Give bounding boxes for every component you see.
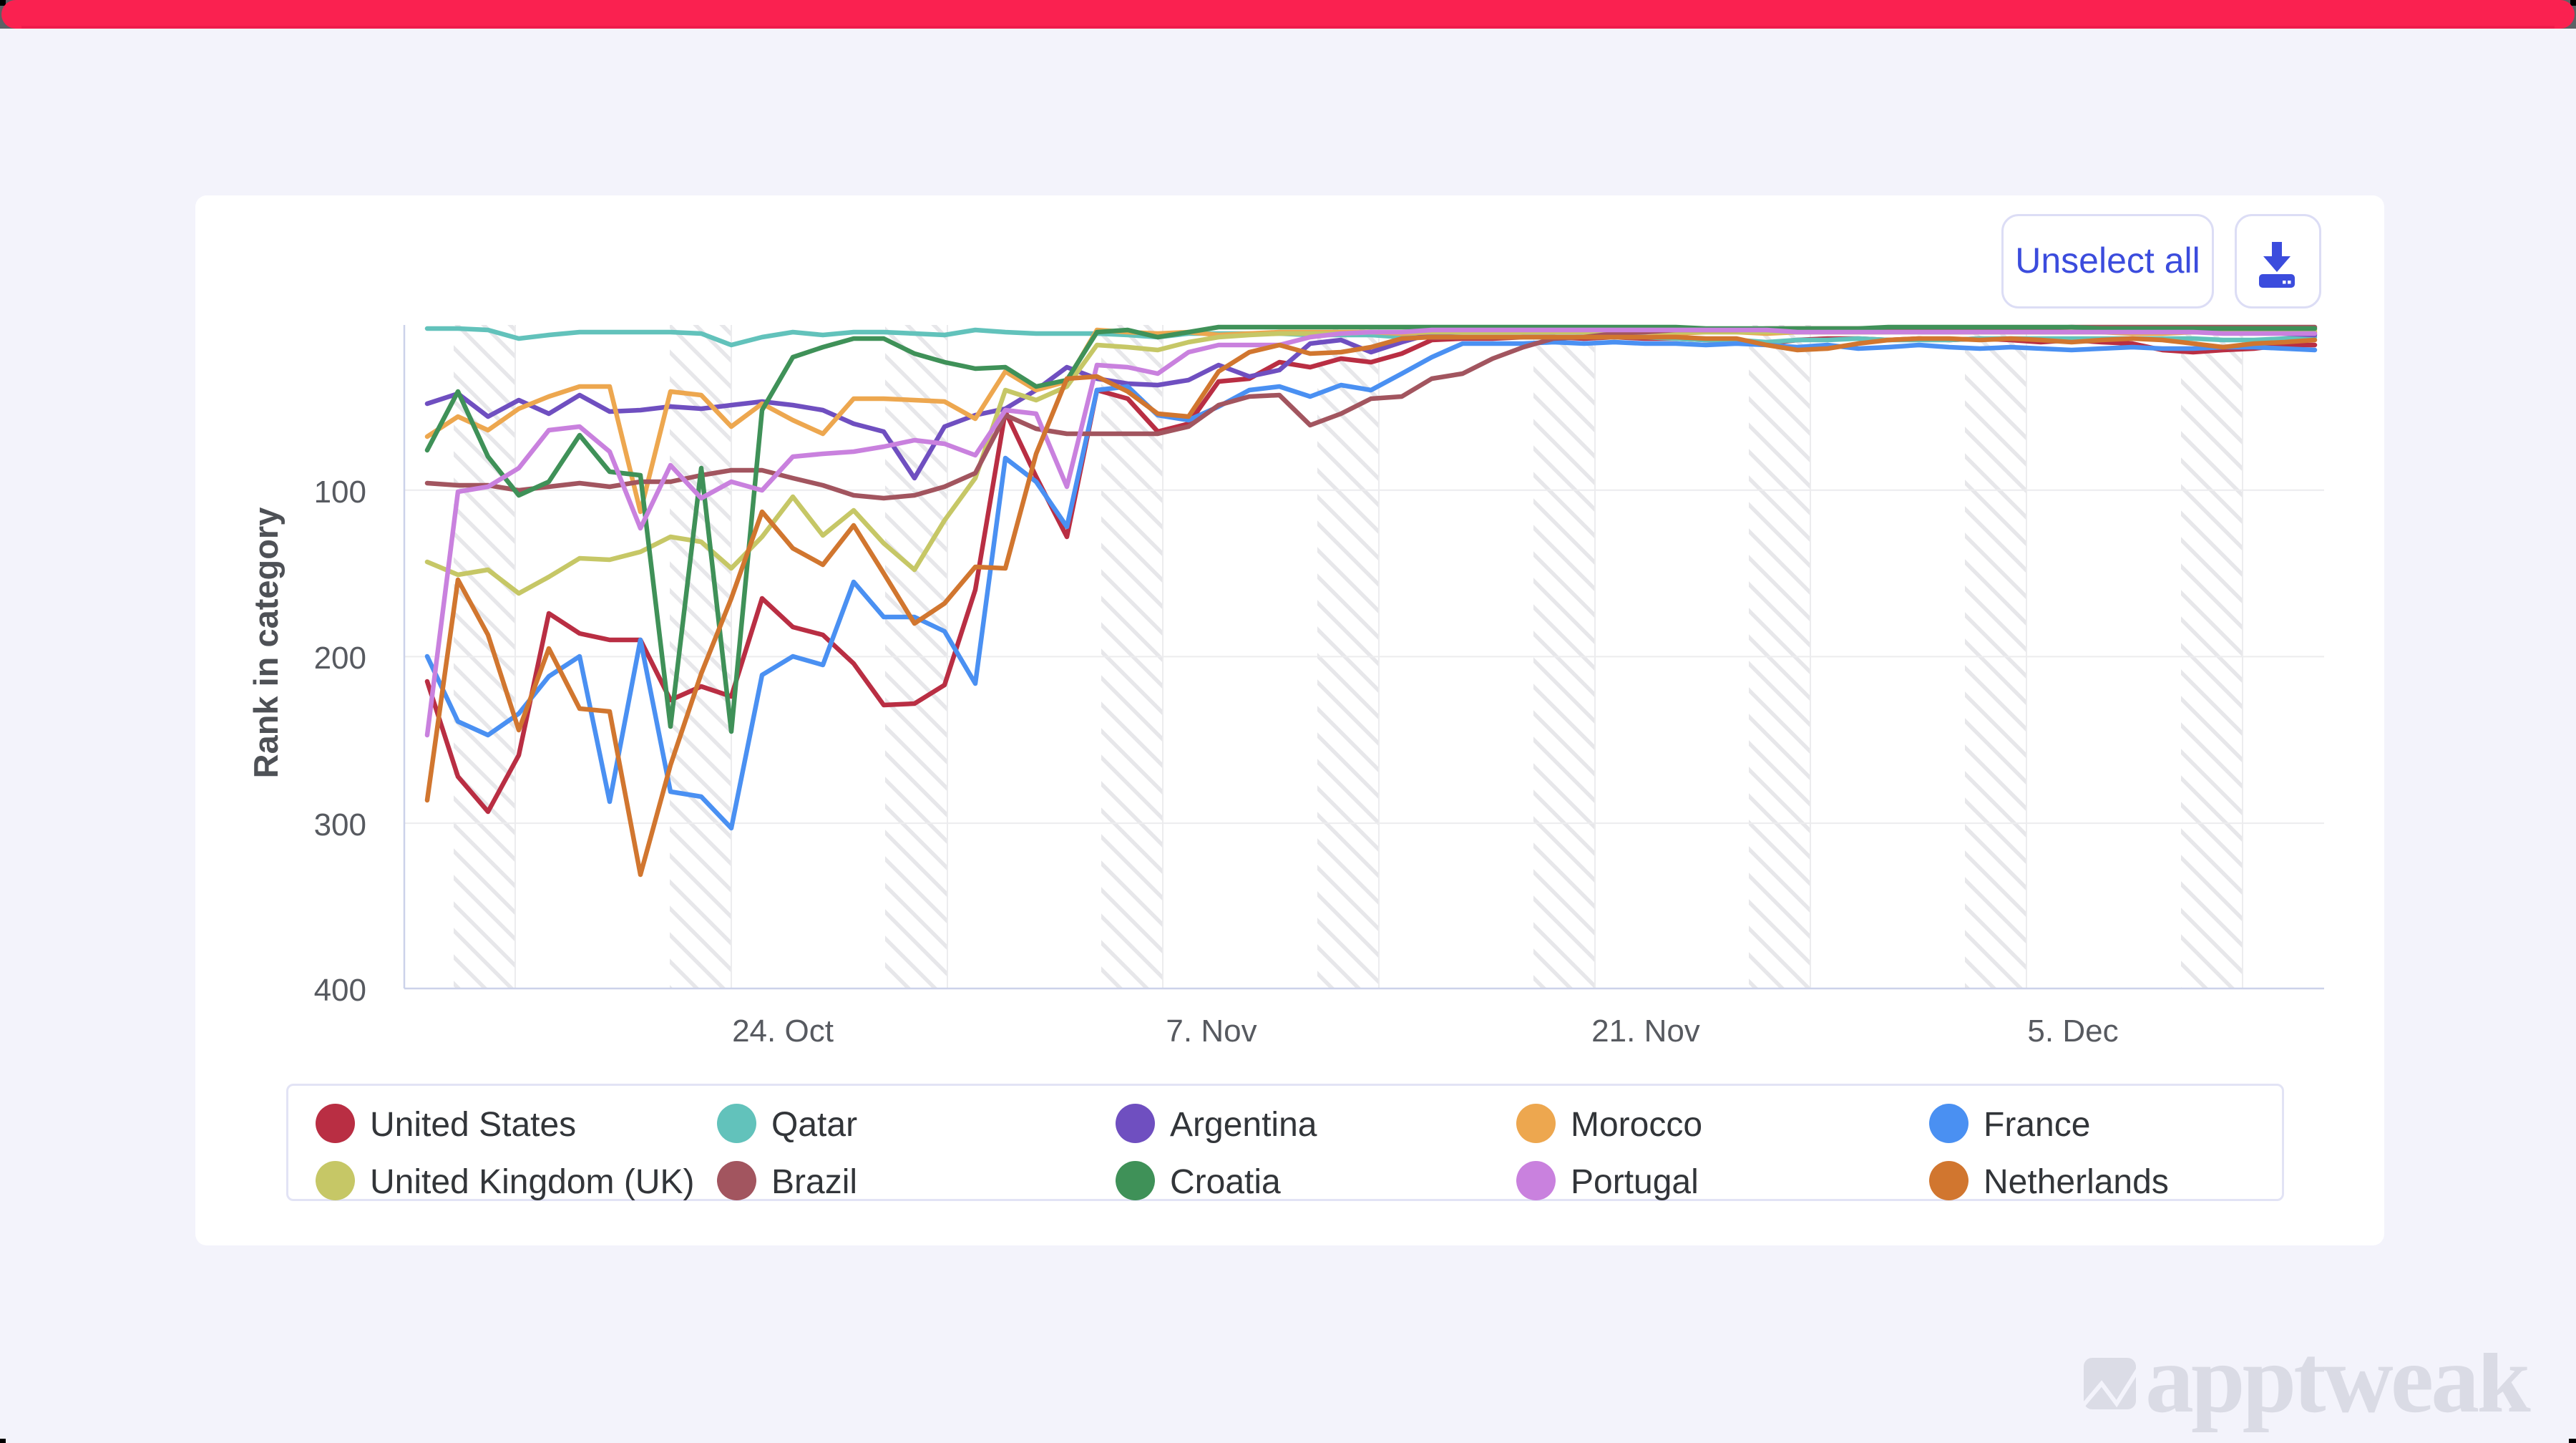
svg-text:apptweak: apptweak (2145, 1353, 2531, 1433)
svg-text:21. Nov: 21. Nov (1591, 1014, 1700, 1049)
svg-text:100: 100 (314, 475, 366, 510)
svg-text:200: 200 (314, 641, 366, 676)
svg-text:300: 300 (314, 807, 366, 842)
svg-text:5. Dec: 5. Dec (2027, 1014, 2118, 1049)
svg-text:7. Nov: 7. Nov (1166, 1014, 1257, 1049)
svg-text:24. Oct: 24. Oct (732, 1014, 834, 1049)
svg-text:400: 400 (314, 973, 366, 1008)
svg-text:Rank in category: Rank in category (247, 507, 285, 779)
